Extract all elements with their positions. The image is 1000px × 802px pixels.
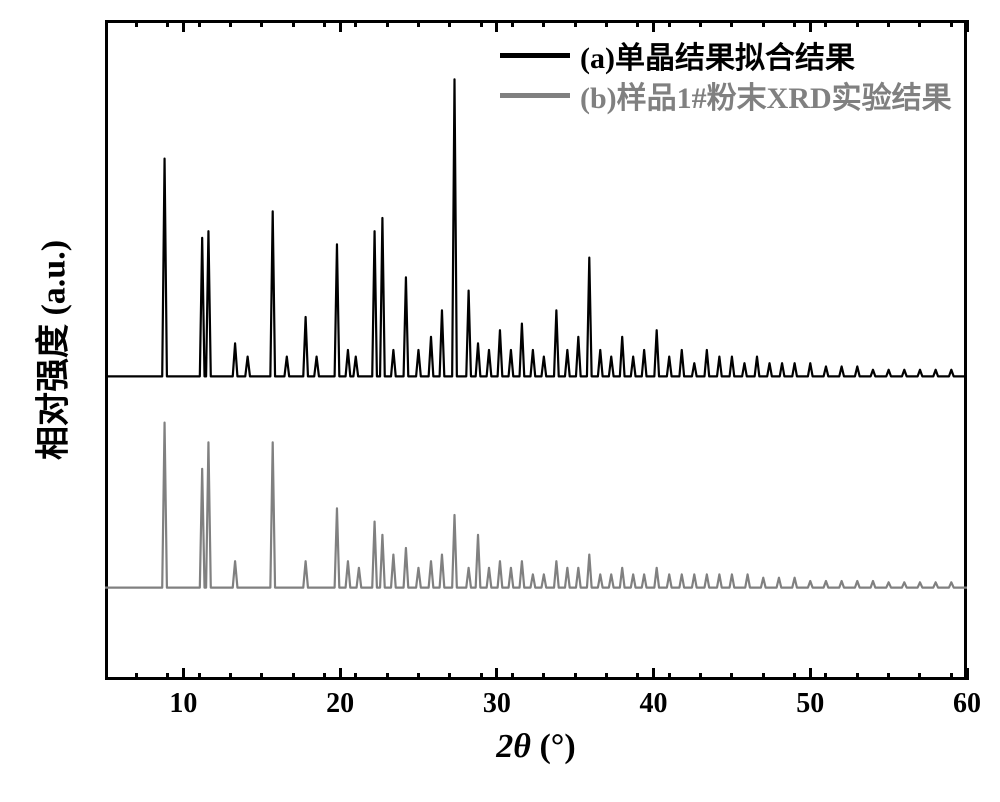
legend-item: (a)单晶结果拟合结果: [500, 35, 952, 75]
legend: (a)单晶结果拟合结果(b)样品1#粉末XRD实验结果: [500, 35, 952, 115]
x-tick-label: 40: [640, 688, 668, 720]
y-axis-label: 相对强度 (a.u.): [26, 240, 75, 460]
x-tick-label: 50: [796, 688, 824, 720]
x-axis-label: 2θ (°): [496, 728, 575, 766]
legend-item: (b)样品1#粉末XRD实验结果: [500, 75, 952, 115]
x-tick-label: 20: [326, 688, 354, 720]
x-tick-label: 10: [169, 688, 197, 720]
x-tick-label: 30: [483, 688, 511, 720]
trace-a-single-crystal-fit: [105, 20, 967, 680]
x-tick-label: 60: [953, 688, 981, 720]
legend-label: (b)样品1#粉末XRD实验结果: [580, 73, 952, 117]
legend-swatch: [500, 93, 570, 98]
legend-swatch: [500, 53, 570, 58]
plot-area: [105, 20, 967, 680]
legend-label: (a)单晶结果拟合结果: [580, 33, 855, 77]
xrd-figure: 相对强度 (a.u.) 2θ (°) (a)单晶结果拟合结果(b)样品1#粉末X…: [0, 0, 1000, 802]
